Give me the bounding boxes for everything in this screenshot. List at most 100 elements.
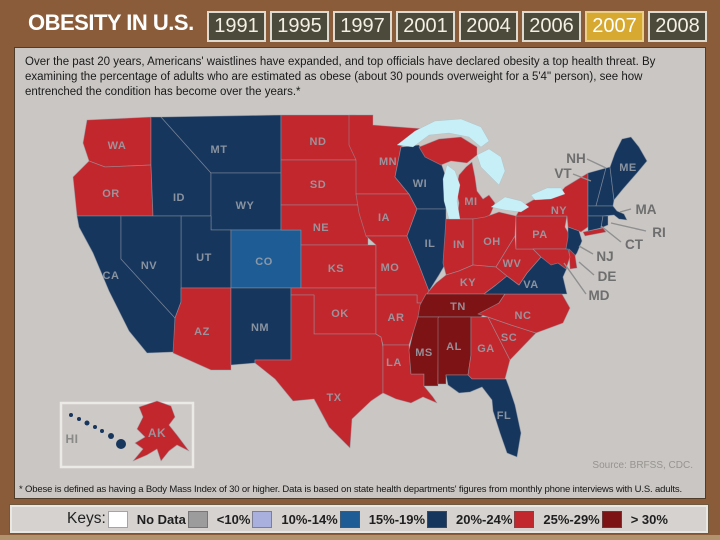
state-label-LA: LA xyxy=(386,357,402,369)
state-label-PA: PA xyxy=(532,229,547,241)
state-label-TN: TN xyxy=(450,301,466,313)
state-AK[interactable] xyxy=(132,400,190,462)
state-label-ND: ND xyxy=(310,136,327,148)
legend-swatch-gt30 xyxy=(601,510,622,528)
us-map: WA OR CA NV ID MT WY UT CO AZ NM ND SD N… xyxy=(59,114,666,469)
legend-item-20_24: 20%-24% xyxy=(427,510,513,528)
state-label-ID: ID xyxy=(173,192,185,204)
page-title: OBESITY IN U.S. xyxy=(28,10,194,35)
state-label-NC: NC xyxy=(515,310,532,322)
state-label-MI: MI xyxy=(464,196,477,208)
legend-item-15_19: 15%-19% xyxy=(339,510,426,528)
state-label-AK: AK xyxy=(148,426,166,440)
state-FL[interactable] xyxy=(445,374,522,458)
content-panel: Over the past 20 years, Americans' waist… xyxy=(14,47,706,499)
state-label-WI: WI xyxy=(413,178,427,190)
state-label-CO: CO xyxy=(255,256,273,268)
leader-line-de xyxy=(578,261,595,276)
state-label-MD: MD xyxy=(589,288,610,303)
year-tab-2004[interactable]: 2004 xyxy=(459,11,518,42)
year-tab-2006[interactable]: 2006 xyxy=(522,11,581,42)
state-label-NY: NY xyxy=(551,205,567,217)
leader-line-ri xyxy=(610,222,647,232)
state-IL[interactable] xyxy=(406,208,447,292)
legend-swatch-25_29 xyxy=(514,510,535,528)
state-label-ME: ME xyxy=(619,162,637,174)
state-label-TX: TX xyxy=(326,392,341,404)
state-label-OR: OR xyxy=(102,188,120,200)
legend-item-lt10: <10% xyxy=(187,510,251,528)
state-label-SD: SD xyxy=(310,179,326,191)
state-label-NV: NV xyxy=(141,260,157,272)
legend-item-10_14: 10%-14% xyxy=(252,510,338,528)
legend-item-no_data: No Data xyxy=(107,510,186,528)
leader-line-ma xyxy=(619,208,632,213)
year-tabs: 1991 1995 1997 2001 2004 2006 2007 2008 xyxy=(207,11,707,42)
legend-label-15_19: 15%-19% xyxy=(368,511,426,527)
state-DE[interactable] xyxy=(568,248,578,270)
inset-box xyxy=(59,401,195,469)
state-label-HI: HI xyxy=(66,432,79,446)
state-label-WV: WV xyxy=(503,258,522,270)
state-label-NH: NH xyxy=(566,151,586,166)
state-NH[interactable] xyxy=(595,166,615,207)
state-label-MT: MT xyxy=(211,144,228,156)
legend-item-gt30: > 30% xyxy=(601,510,668,528)
state-TX[interactable] xyxy=(254,294,384,449)
state-MD[interactable] xyxy=(532,248,571,270)
bottom-strip xyxy=(0,535,720,540)
source-credit: Source: BRFSS, CDC. xyxy=(592,460,693,471)
legend-label-20_24: 20%-24% xyxy=(456,511,513,527)
leader-line-nj xyxy=(578,245,594,255)
state-label-AL: AL xyxy=(446,341,462,353)
great-lakes xyxy=(396,118,566,220)
state-label-MN: MN xyxy=(379,156,397,168)
intro-text: Over the past 20 years, Americans' waist… xyxy=(25,56,656,99)
leader-line-ct xyxy=(600,225,622,243)
state-label-MS: MS xyxy=(415,347,433,359)
state-label-MO: MO xyxy=(381,262,400,274)
state-label-OK: OK xyxy=(331,308,349,320)
year-tab-2001[interactable]: 2001 xyxy=(396,11,455,42)
state-label-GA: GA xyxy=(477,343,495,355)
year-tab-1997[interactable]: 1997 xyxy=(333,11,392,42)
legend-label-gt30: > 30% xyxy=(630,511,668,527)
leader-line-md xyxy=(563,262,587,295)
year-tab-1991[interactable]: 1991 xyxy=(207,11,266,42)
legend-label-lt10: <10% xyxy=(216,511,251,527)
state-label-OH: OH xyxy=(483,236,501,248)
state-HI[interactable] xyxy=(69,413,126,449)
state-RI[interactable] xyxy=(600,215,609,229)
legend-swatch-10_14 xyxy=(252,510,273,528)
state-label-VT: VT xyxy=(554,166,572,181)
state-label-AZ: AZ xyxy=(194,326,210,338)
legend-swatch-lt10 xyxy=(187,510,208,528)
legend-bar: Keys: No Data <10% 10%-14% 15%-19% 20%-24% 25… xyxy=(9,504,709,534)
state-label-VA: VA xyxy=(523,279,538,291)
state-label-IL: IL xyxy=(425,238,436,250)
state-label-MA: MA xyxy=(636,202,657,217)
state-label-NM: NM xyxy=(251,322,269,334)
state-ME[interactable] xyxy=(609,136,648,201)
year-tab-1995[interactable]: 1995 xyxy=(270,11,329,42)
state-label-NJ: NJ xyxy=(596,249,613,264)
state-label-DE: DE xyxy=(598,269,617,284)
legend-label-25_29: 25%-29% xyxy=(543,511,600,527)
year-tab-2008[interactable]: 2008 xyxy=(648,11,707,42)
legend-item-25_29: 25%-29% xyxy=(514,510,600,528)
state-label-RI: RI xyxy=(652,225,666,240)
state-label-IA: IA xyxy=(378,212,390,224)
state-label-KS: KS xyxy=(328,263,344,275)
state-label-AR: AR xyxy=(388,312,405,324)
state-label-KY: KY xyxy=(460,277,476,289)
state-label-FL: FL xyxy=(497,410,511,422)
leader-line-nh xyxy=(586,158,607,169)
footnote: * Obese is defined as having a Body Mass… xyxy=(19,484,682,495)
state-label-CA: CA xyxy=(103,270,120,282)
state-label-NE: NE xyxy=(313,222,329,234)
legend-title: Keys: xyxy=(67,510,106,527)
year-tab-2007[interactable]: 2007 xyxy=(585,11,644,42)
legend-swatch-15_19 xyxy=(339,510,360,528)
state-NC[interactable] xyxy=(477,293,571,334)
state-label-CT: CT xyxy=(625,237,644,252)
